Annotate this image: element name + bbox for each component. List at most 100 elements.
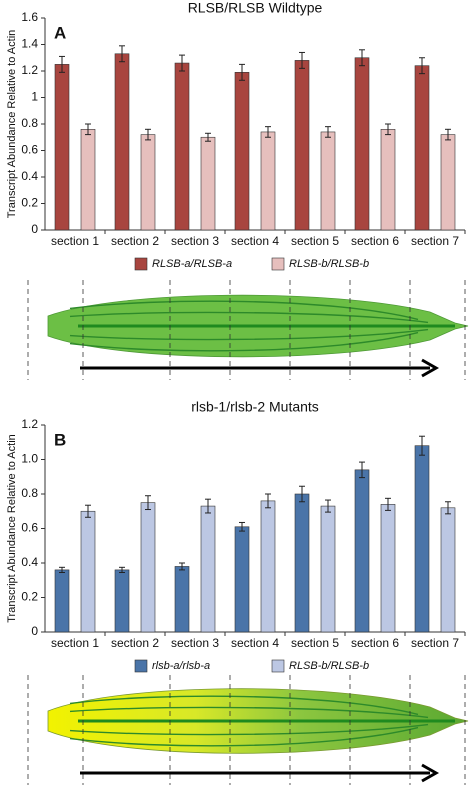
- bar: [114, 53, 130, 231]
- bar: [414, 65, 430, 231]
- error-bar: [85, 123, 91, 136]
- error-bar: [265, 493, 271, 509]
- y-tick-label: 0.2: [21, 196, 38, 210]
- leaf-vein: [69, 723, 429, 736]
- bar: [260, 131, 276, 231]
- y-tick-label: 0.4: [21, 555, 38, 569]
- bar: [440, 507, 456, 633]
- error-bar: [299, 485, 305, 503]
- y-axis-label: Transcript Abundance Relative to Actin: [6, 434, 18, 623]
- error-bar: [85, 504, 91, 518]
- y-tick-label: 1.0: [21, 452, 38, 466]
- bar: [260, 500, 276, 633]
- error-bar: [145, 495, 151, 511]
- bar: [140, 134, 156, 231]
- error-bar: [239, 63, 245, 81]
- arrow-head: [421, 763, 440, 783]
- x-tick-label: section 7: [411, 234, 459, 248]
- error-bar: [119, 45, 125, 63]
- legend-swatch: [271, 257, 285, 271]
- error-bar: [59, 566, 65, 573]
- arrow-head: [421, 358, 440, 378]
- x-tick-label: section 6: [351, 234, 399, 248]
- bar: [80, 129, 96, 231]
- x-tick-label: section 1: [51, 234, 99, 248]
- error-bar: [59, 55, 65, 73]
- legend-swatch: [134, 257, 148, 271]
- legend-label: rlsb-a/rlsb-a: [152, 660, 210, 672]
- bar: [294, 493, 310, 633]
- y-tick-label: 0.6: [21, 521, 38, 535]
- error-bar: [385, 123, 391, 136]
- leaf-vein: [69, 331, 419, 352]
- error-bar: [445, 128, 451, 141]
- chart-title: rlsb-1/rlsb-2 Mutants: [191, 399, 319, 415]
- x-tick-label: section 6: [351, 636, 399, 650]
- bar: [380, 504, 396, 633]
- error-bar: [359, 49, 365, 67]
- error-bar: [299, 51, 305, 69]
- y-tick-label: 0.6: [21, 143, 38, 157]
- bar: [320, 131, 336, 231]
- leaf-vein: [69, 328, 429, 341]
- y-tick-label: 1: [31, 90, 38, 104]
- y-tick-label: 0.8: [21, 486, 38, 500]
- bar: [54, 569, 70, 633]
- y-tick-label: 1.6: [21, 10, 38, 24]
- bar: [114, 569, 130, 633]
- leaf-vein: [69, 695, 419, 716]
- bar: [174, 566, 190, 633]
- bar: [174, 62, 190, 231]
- error-bar: [239, 521, 245, 532]
- y-tick-label: 0.4: [21, 169, 38, 183]
- legend-label: RLSB-a/RLSB-a: [152, 258, 232, 270]
- error-bar: [119, 566, 125, 573]
- bar: [80, 510, 96, 633]
- y-tick-label: 0: [31, 222, 38, 236]
- y-tick-label: 0.2: [21, 590, 38, 604]
- y-tick-label: 1.2: [21, 63, 38, 77]
- x-tick-label: section 7: [411, 636, 459, 650]
- error-bar: [205, 132, 211, 142]
- leaf-vein: [69, 300, 419, 321]
- error-bar: [205, 498, 211, 514]
- bar: [234, 526, 250, 633]
- error-bar: [359, 461, 365, 479]
- error-bar: [179, 54, 185, 72]
- x-tick-label: section 5: [291, 234, 339, 248]
- bar: [380, 129, 396, 231]
- bar: [200, 136, 216, 231]
- bar: [294, 60, 310, 231]
- x-tick-label: section 2: [111, 636, 159, 650]
- x-tick-label: section 5: [291, 636, 339, 650]
- error-bar: [325, 499, 331, 513]
- error-bar: [325, 126, 331, 138]
- y-axis-label: Transcript Abundance Relative to Actin: [6, 30, 18, 219]
- x-tick-label: section 4: [231, 636, 279, 650]
- bar: [440, 134, 456, 231]
- legend-label: RLSB-b/RLSB-b: [289, 258, 369, 270]
- bar: [54, 64, 70, 231]
- y-tick-label: 0: [31, 624, 38, 638]
- x-tick-label: section 2: [111, 234, 159, 248]
- panel-label: B: [54, 430, 66, 449]
- leaf-vein: [69, 706, 429, 719]
- bar: [414, 445, 430, 633]
- legend-label: RLSB-b/RLSB-b: [289, 660, 369, 672]
- bar: [234, 72, 250, 231]
- bar: [320, 505, 336, 633]
- bar: [354, 469, 370, 633]
- y-tick-label: 0.8: [21, 116, 38, 130]
- error-bar: [385, 497, 391, 511]
- error-bar: [179, 562, 185, 571]
- error-bar: [265, 126, 271, 138]
- y-tick-label: 1.2: [21, 417, 38, 431]
- leaf-vein: [69, 726, 419, 747]
- legend-swatch: [271, 659, 285, 673]
- bar: [200, 505, 216, 633]
- bar: [140, 502, 156, 633]
- bar: [354, 57, 370, 231]
- y-tick-label: 1.4: [21, 37, 38, 51]
- error-bar: [145, 128, 151, 141]
